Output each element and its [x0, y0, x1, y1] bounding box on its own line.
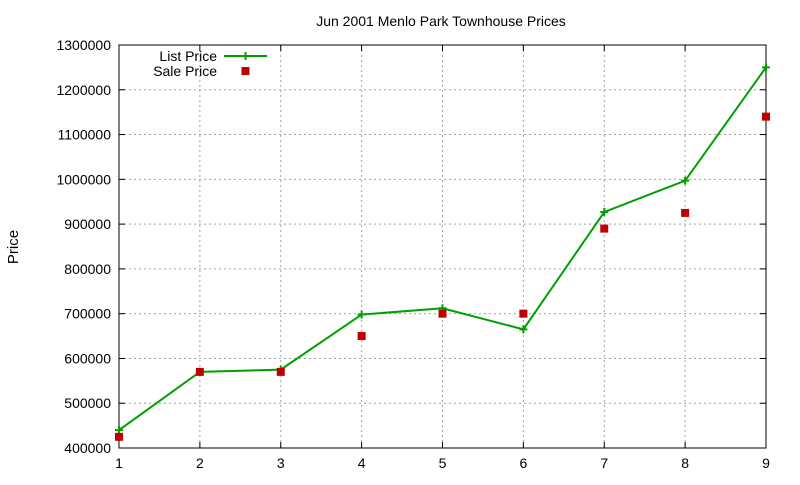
list-price-point [681, 176, 690, 185]
x-tick-label: 4 [358, 455, 366, 471]
list-price-point [600, 208, 609, 217]
x-tick-label: 5 [439, 455, 447, 471]
y-tick-label: 1300000 [56, 37, 111, 53]
list-price-point [762, 63, 770, 72]
series [115, 63, 770, 441]
axis-ticks: 400000 500000 600000 700000 800000 900000 1000… [56, 37, 770, 471]
legend-label: List Price [159, 48, 217, 64]
y-tick-label: 1200000 [56, 82, 111, 98]
x-tick-label: 7 [600, 455, 608, 471]
x-tick-label: 6 [519, 455, 527, 471]
x-tick-label: 1 [115, 455, 123, 471]
sale-price-point [519, 309, 528, 318]
y-tick-label: 500000 [64, 395, 111, 411]
sale-price-point [600, 224, 609, 233]
grid [119, 45, 766, 448]
x-tick-label: 8 [681, 455, 689, 471]
legend-label: Sale Price [153, 63, 217, 79]
sale-price-point [195, 367, 204, 376]
y-axis-label: Price [5, 230, 22, 264]
x-tick-label: 9 [762, 455, 770, 471]
list-price-point [115, 426, 123, 435]
sale-price-point [357, 332, 366, 341]
y-tick-label: 800000 [64, 261, 111, 277]
sale-price-point [438, 309, 447, 318]
legend-marker-list-price [241, 52, 250, 60]
y-tick-label: 700000 [64, 306, 111, 322]
chart-title: Jun 2001 Menlo Park Townhouse Prices [316, 13, 566, 29]
y-tick-label: 900000 [64, 216, 111, 232]
y-tick-label: 1100000 [58, 127, 112, 143]
x-tick-label: 2 [196, 455, 204, 471]
legend-marker-sale-price [241, 67, 250, 75]
sale-price-point [681, 208, 690, 217]
sale-price-point [115, 432, 123, 441]
sale-price-point [762, 112, 770, 121]
x-tick-label: 3 [277, 455, 285, 471]
y-tick-label: 400000 [64, 440, 111, 456]
y-tick-label: 1000000 [56, 171, 111, 187]
sale-price-point [276, 367, 285, 376]
list-price-point [519, 325, 528, 334]
y-tick-label: 600000 [64, 350, 111, 366]
list-price-point [357, 310, 366, 319]
